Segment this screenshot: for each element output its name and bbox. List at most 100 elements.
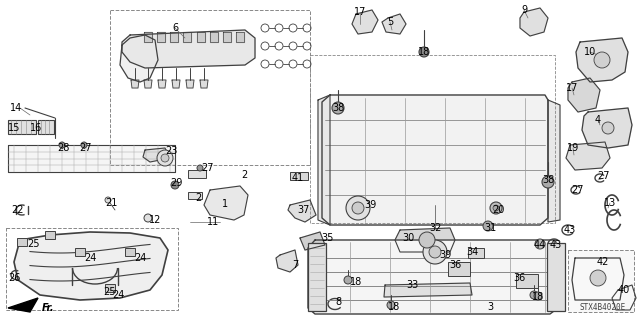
Polygon shape (144, 80, 152, 88)
Text: 4: 4 (595, 115, 601, 125)
Text: 27: 27 (572, 185, 584, 195)
Bar (110, 10, 310, 165)
Text: 8: 8 (335, 297, 341, 307)
Text: 40: 40 (618, 285, 630, 295)
Polygon shape (157, 32, 165, 42)
Circle shape (59, 142, 65, 148)
Circle shape (493, 205, 499, 211)
Bar (310, 55, 555, 223)
Circle shape (429, 246, 441, 258)
Circle shape (530, 291, 538, 299)
Text: 14: 14 (10, 103, 22, 113)
Text: 10: 10 (584, 47, 596, 57)
Polygon shape (395, 228, 455, 252)
Text: 31: 31 (484, 223, 496, 233)
Text: 18: 18 (418, 47, 430, 57)
Bar (6, 228, 178, 310)
Bar (188, 192, 202, 199)
Bar (75, 248, 85, 256)
Circle shape (387, 301, 395, 309)
Polygon shape (131, 80, 139, 88)
Text: 36: 36 (449, 260, 461, 270)
Text: 25: 25 (28, 239, 40, 249)
Polygon shape (210, 32, 218, 42)
Polygon shape (236, 32, 244, 42)
Polygon shape (170, 32, 179, 42)
Bar (45, 231, 55, 239)
Bar (290, 172, 308, 180)
Circle shape (352, 202, 364, 214)
Circle shape (594, 52, 610, 68)
Polygon shape (318, 95, 330, 225)
Text: 27: 27 (598, 171, 611, 181)
Text: 36: 36 (513, 273, 525, 283)
Polygon shape (144, 32, 152, 42)
Text: 24: 24 (134, 253, 146, 263)
Text: 32: 32 (429, 223, 441, 233)
Circle shape (602, 122, 614, 134)
Polygon shape (612, 285, 636, 310)
Polygon shape (576, 38, 628, 82)
Text: 34: 34 (466, 247, 478, 257)
Bar (308, 243, 326, 311)
Text: 38: 38 (332, 103, 344, 113)
Text: 18: 18 (350, 277, 362, 287)
Polygon shape (120, 35, 158, 82)
Bar (17, 238, 27, 246)
Polygon shape (14, 232, 168, 300)
Polygon shape (8, 298, 38, 312)
Text: 35: 35 (321, 233, 333, 243)
Text: 39: 39 (439, 250, 451, 260)
Polygon shape (204, 186, 248, 220)
Text: 6: 6 (172, 23, 178, 33)
Text: 44: 44 (534, 240, 546, 250)
Polygon shape (308, 240, 558, 314)
Text: 15: 15 (8, 123, 20, 133)
Polygon shape (276, 250, 298, 272)
Text: 2: 2 (195, 193, 201, 203)
Bar (38, 120, 54, 134)
Text: 28: 28 (57, 143, 69, 153)
Bar (547, 243, 565, 311)
Circle shape (171, 181, 179, 189)
Text: 1: 1 (222, 199, 228, 209)
Text: 9: 9 (521, 5, 527, 15)
Bar (188, 170, 206, 178)
Text: 39: 39 (364, 200, 376, 210)
Polygon shape (122, 30, 255, 68)
Circle shape (423, 240, 447, 264)
Bar (448, 262, 470, 276)
Text: 16: 16 (30, 123, 42, 133)
Text: 11: 11 (207, 217, 219, 227)
Polygon shape (200, 80, 208, 88)
Polygon shape (186, 80, 194, 88)
Text: 41: 41 (292, 173, 304, 183)
Polygon shape (322, 95, 548, 225)
Polygon shape (548, 100, 560, 222)
Text: 3: 3 (487, 302, 493, 312)
Text: 30: 30 (402, 233, 414, 243)
Text: 21: 21 (105, 198, 117, 208)
Text: 18: 18 (532, 292, 544, 302)
Polygon shape (300, 232, 325, 250)
Text: 23: 23 (165, 146, 177, 156)
Text: 2: 2 (241, 170, 247, 180)
Polygon shape (158, 80, 166, 88)
Polygon shape (520, 8, 548, 36)
Polygon shape (143, 148, 170, 162)
Circle shape (346, 196, 370, 220)
Polygon shape (223, 32, 231, 42)
Text: 24: 24 (84, 253, 96, 263)
Bar (125, 248, 135, 256)
Text: 5: 5 (387, 17, 393, 27)
Text: 22: 22 (12, 205, 24, 215)
Polygon shape (196, 32, 205, 42)
Text: 24: 24 (112, 290, 124, 300)
Polygon shape (566, 142, 610, 170)
Polygon shape (382, 14, 406, 34)
Bar (468, 248, 484, 258)
Circle shape (419, 47, 429, 57)
Text: 27: 27 (80, 143, 92, 153)
Text: 38: 38 (542, 175, 554, 185)
Bar (105, 284, 115, 292)
